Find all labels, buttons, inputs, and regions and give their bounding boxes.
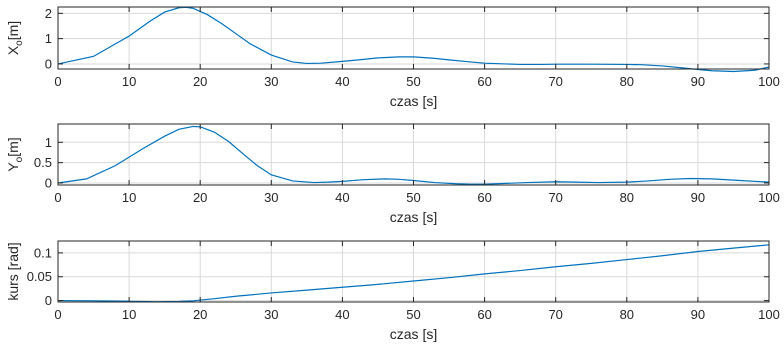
x-tick-label: 80: [620, 307, 634, 322]
y-axis-label: Xo[m]: [5, 21, 25, 55]
x-tick-label: 70: [548, 74, 562, 89]
x-tick-label: 80: [620, 74, 634, 89]
y-tick-label: 1: [45, 135, 52, 150]
x-tick-label: 20: [193, 74, 207, 89]
y-axis-label-main: kurs [rad]: [5, 242, 21, 300]
x-tick-label: 10: [122, 307, 136, 322]
x-tick-label: 30: [264, 190, 278, 205]
x-tick-label: 10: [122, 190, 136, 205]
x-tick-label: 40: [335, 307, 349, 322]
x-tick-label: 70: [548, 190, 562, 205]
y-axis-label-main: X: [5, 45, 21, 55]
x-tick-label: 40: [335, 74, 349, 89]
plot-panel-3: 0 10 20 30 40 50 60 70 80 90 100 0 0.05 0.1 czas [s] ku…: [5, 240, 780, 342]
x-tick-label: 90: [691, 74, 705, 89]
x-tick-label: 30: [264, 74, 278, 89]
x-tick-label: 90: [691, 307, 705, 322]
y-tick-label: 0: [45, 293, 52, 308]
y-tick-label: 1: [45, 31, 52, 46]
data-series-line: [57, 6, 770, 73]
x-tick-label: 70: [548, 307, 562, 322]
x-tick-label: 40: [335, 190, 349, 205]
x-tick-label: 20: [193, 307, 207, 322]
x-tick-label: 100: [758, 74, 780, 89]
x-tick-label: 10: [122, 74, 136, 89]
x-axis-label: czas [s]: [390, 326, 437, 342]
y-axis-label-subscript: o: [14, 40, 25, 46]
y-axis-label: Yo[m]: [5, 137, 25, 171]
x-tick-label: 20: [193, 190, 207, 205]
x-tick-label: 50: [406, 74, 420, 89]
x-axis-label: czas [s]: [390, 209, 437, 225]
x-tick-label: 30: [264, 307, 278, 322]
plot-panel-2: 0 10 20 30 40 50 60 70 80 90 100 0 0.5 1 czas [s] Yo[m]: [5, 123, 780, 225]
y-axis-label: kurs [rad]: [5, 242, 21, 300]
x-tick-label: 0: [54, 74, 61, 89]
x-tick-label: 0: [54, 307, 61, 322]
y-tick-label: 0: [45, 56, 52, 71]
x-tick-label: 60: [477, 190, 491, 205]
y-tick-label: 0.1: [34, 245, 52, 260]
y-axis-label-subscript: o: [14, 156, 25, 162]
y-tick-label: 0: [45, 175, 52, 190]
y-axis-label-main: Y: [5, 162, 21, 172]
y-axis-label-unit: [m]: [5, 21, 21, 40]
y-tick-label: 0.5: [34, 155, 52, 170]
x-tick-label: 50: [406, 307, 420, 322]
y-tick-label: 0.05: [27, 269, 52, 284]
x-tick-label: 80: [620, 190, 634, 205]
x-tick-label: 0: [54, 190, 61, 205]
x-tick-label: 60: [477, 74, 491, 89]
x-tick-label: 100: [758, 190, 780, 205]
x-tick-label: 90: [691, 190, 705, 205]
x-tick-label: 50: [406, 190, 420, 205]
x-tick-label: 100: [758, 307, 780, 322]
plot-panel-1: 0 10 20 30 40 50 60 70 80 90 100 0 1 2 czas [s] Xo[m]: [5, 6, 780, 109]
x-axis-label: czas [s]: [390, 93, 437, 109]
y-axis-label-unit: [m]: [5, 137, 21, 156]
x-tick-label: 60: [477, 307, 491, 322]
y-tick-label: 2: [45, 6, 52, 21]
